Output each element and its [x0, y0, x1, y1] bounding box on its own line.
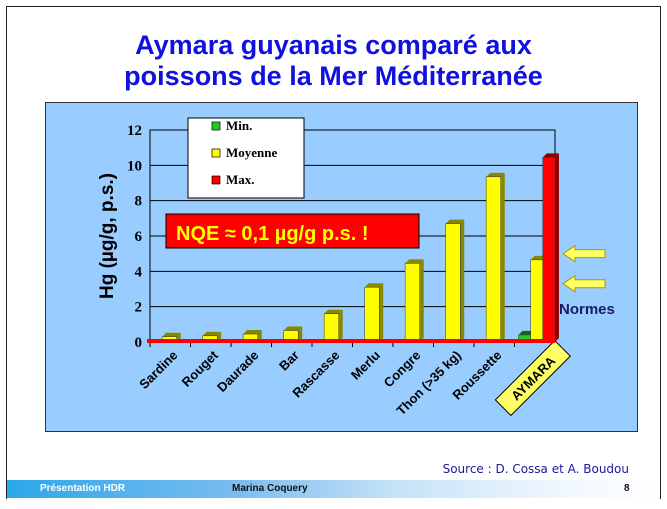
- bar: [530, 259, 544, 343]
- bar-top: [364, 283, 384, 288]
- y-tick-label: 2: [135, 300, 143, 316]
- bar-top: [162, 332, 181, 337]
- bar-top: [202, 331, 222, 336]
- bar: [485, 176, 501, 343]
- bar-top: [405, 259, 424, 264]
- bar-top: [542, 153, 559, 158]
- bar-side: [500, 172, 505, 342]
- legend-swatch: [211, 148, 221, 158]
- title-line-2: poissons de la Mer Méditerranée: [124, 61, 543, 91]
- page-number: 8: [624, 483, 630, 494]
- bar-top: [243, 330, 262, 335]
- bar: [445, 223, 461, 343]
- footer-bar: Présentation HDR Marina Coquery 8: [7, 480, 660, 498]
- y-tick-label: 0: [135, 335, 143, 351]
- x-axis-line: [147, 339, 555, 343]
- y-tick-label: 12: [127, 123, 142, 139]
- x-tick-label: Merlu: [348, 347, 383, 382]
- title-line-1: Aymara guyanais comparé aux: [135, 30, 532, 60]
- bar: [323, 313, 339, 343]
- bar-side: [338, 309, 343, 342]
- legend-label: Moyenne: [226, 145, 278, 160]
- nqe-annotation-box: [165, 213, 420, 249]
- normes-label: Normes: [559, 301, 615, 318]
- bar-side: [379, 283, 384, 342]
- bar-side: [298, 326, 303, 342]
- y-tick-label: 8: [135, 194, 143, 210]
- bar: [542, 157, 556, 343]
- y-axis-label: Hg (µg/g, p.s.): [97, 173, 118, 299]
- x-tick-label: Sardine: [136, 348, 180, 392]
- bar-top: [486, 172, 505, 177]
- legend-swatch: [211, 121, 221, 131]
- aymara-label-box: [494, 339, 572, 417]
- footer-presentation: Présentation HDR: [40, 483, 126, 494]
- bar-side: [460, 219, 465, 342]
- legend-swatch: [211, 175, 221, 185]
- bar-top: [324, 309, 343, 314]
- slide-frame: [6, 6, 661, 499]
- source-text: Source : D. Cossa et A. Boudou: [442, 462, 629, 476]
- slide-title: Aymara guyanais comparé aux poissons de …: [0, 30, 667, 92]
- norm-arrow-icon: [562, 244, 606, 263]
- footer-author: Marina Coquery: [232, 483, 308, 494]
- x-tick-label: Daurade: [214, 348, 261, 395]
- bar-side: [419, 259, 424, 342]
- legend-label: Max.: [226, 172, 255, 187]
- legend-box: [187, 117, 305, 199]
- bar-top: [283, 326, 303, 331]
- y-tick-label: 4: [135, 264, 143, 280]
- nqe-annotation: NQE ≈ 0,1 µg/g p.s. !: [176, 223, 369, 245]
- legend-label: Min.: [226, 118, 252, 133]
- y-tick-label: 10: [127, 158, 142, 174]
- norm-arrow-icon: [562, 274, 606, 293]
- bar-side: [554, 153, 559, 342]
- bar: [364, 286, 380, 343]
- y-tick-label: 6: [135, 229, 143, 245]
- bar: [404, 263, 420, 343]
- x-tick-label: AYMARA: [508, 353, 559, 404]
- x-tick-label: Bar: [276, 348, 302, 374]
- bar-top: [445, 219, 465, 224]
